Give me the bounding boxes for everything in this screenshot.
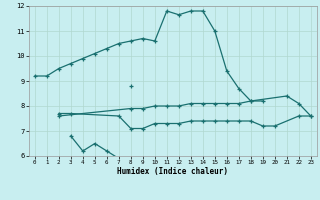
X-axis label: Humidex (Indice chaleur): Humidex (Indice chaleur)	[117, 167, 228, 176]
